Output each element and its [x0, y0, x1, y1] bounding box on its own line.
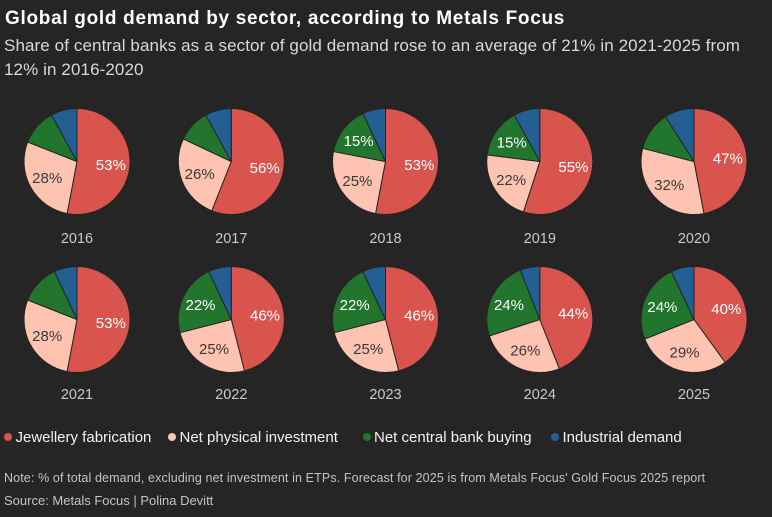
svg-text:15%: 15% — [497, 135, 527, 152]
svg-text:28%: 28% — [32, 170, 62, 187]
svg-text:29%: 29% — [669, 344, 699, 361]
svg-text:26%: 26% — [510, 343, 540, 360]
svg-text:46%: 46% — [404, 307, 434, 324]
svg-text:24%: 24% — [494, 297, 524, 314]
svg-text:25%: 25% — [199, 341, 229, 358]
svg-text:2022: 2022 — [215, 387, 247, 403]
svg-text:2017: 2017 — [215, 231, 247, 247]
svg-text:2024: 2024 — [524, 387, 556, 403]
svg-text:2018: 2018 — [369, 231, 401, 247]
svg-text:25%: 25% — [353, 341, 383, 358]
svg-text:28%: 28% — [32, 328, 62, 345]
svg-text:53%: 53% — [404, 157, 434, 174]
svg-text:2016: 2016 — [61, 231, 93, 247]
svg-text:25%: 25% — [342, 173, 372, 190]
svg-text:44%: 44% — [558, 305, 588, 322]
svg-text:22%: 22% — [496, 172, 526, 189]
svg-text:24%: 24% — [647, 299, 677, 316]
svg-text:2020: 2020 — [678, 231, 710, 247]
svg-text:47%: 47% — [713, 151, 743, 168]
svg-text:40%: 40% — [711, 301, 741, 318]
svg-text:2025: 2025 — [678, 387, 710, 403]
svg-text:56%: 56% — [250, 160, 280, 177]
svg-text:55%: 55% — [558, 159, 588, 176]
svg-text:2019: 2019 — [524, 231, 556, 247]
svg-text:26%: 26% — [185, 166, 215, 183]
svg-text:2021: 2021 — [61, 387, 93, 403]
svg-text:22%: 22% — [185, 297, 215, 314]
svg-text:46%: 46% — [250, 307, 280, 324]
svg-text:22%: 22% — [340, 297, 370, 314]
svg-text:32%: 32% — [654, 177, 684, 194]
svg-text:15%: 15% — [344, 133, 374, 150]
svg-text:53%: 53% — [96, 315, 126, 332]
svg-text:53%: 53% — [96, 157, 126, 174]
svg-text:2023: 2023 — [369, 387, 401, 403]
